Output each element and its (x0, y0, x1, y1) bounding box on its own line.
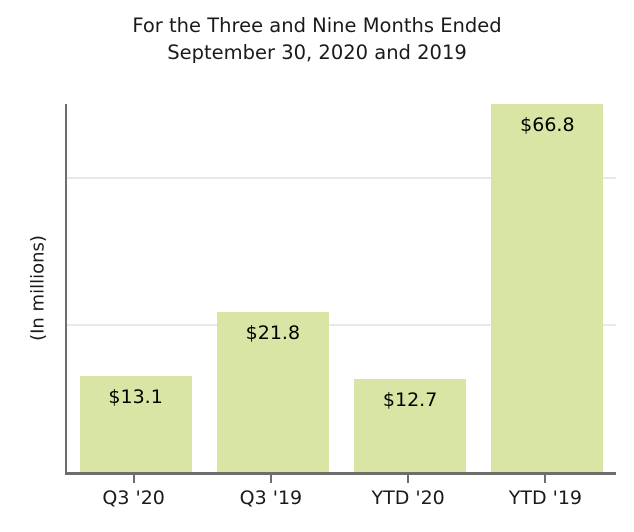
y-axis-label: (In millions) (27, 235, 49, 341)
bar-Q3 '20: $13.1 (79, 375, 192, 472)
plot-area: $13.1 $21.8 $12.7 $66.8 (65, 104, 616, 475)
bar-YTD '20: $12.7 (354, 378, 467, 472)
bar-value-label: $12.7 (382, 388, 438, 411)
x-tick-label-YTD '20: YTD '20 (371, 487, 445, 509)
x-tick (407, 475, 410, 483)
x-tick-label-Q3 '19: Q3 '19 (239, 487, 303, 509)
x-tick-label-Q3 '20: Q3 '20 (102, 487, 165, 509)
x-tick (269, 475, 272, 483)
gridline-y-40 (67, 176, 616, 179)
x-tick (544, 475, 547, 483)
bar-Q3 '19: $21.8 (216, 311, 329, 472)
bar-value-label: $13.1 (108, 385, 163, 408)
x-tick (132, 475, 135, 483)
bar-value-label: $66.8 (520, 114, 575, 136)
chart-title: For the Three and Nine Months Ended Sept… (132, 14, 502, 64)
x-tick-label-YTD '19: YTD '19 (508, 487, 583, 509)
gridline-y-20 (67, 323, 616, 326)
bar-YTD '19: $66.8 (491, 104, 604, 472)
bar-value-label: $21.8 (245, 321, 301, 344)
